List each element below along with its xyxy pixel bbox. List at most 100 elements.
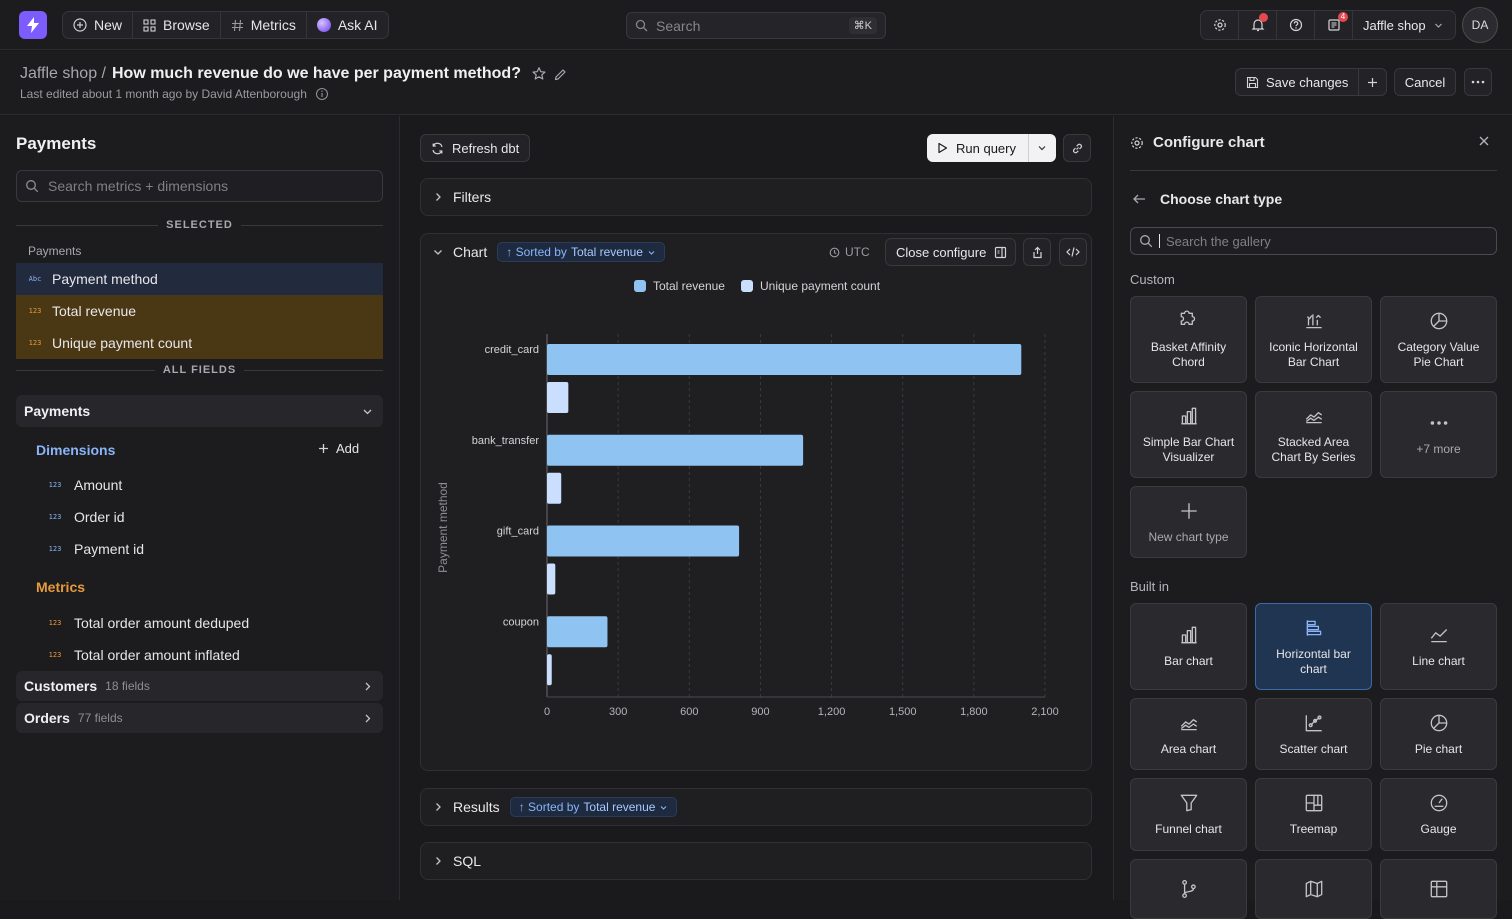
- logo[interactable]: [19, 11, 47, 39]
- filters-label: Filters: [453, 189, 492, 205]
- avatar-initials: DA: [1471, 18, 1489, 32]
- cancel-label: Cancel: [1404, 74, 1446, 90]
- browse-button[interactable]: Browse: [133, 12, 221, 38]
- save-label: Save changes: [1266, 74, 1349, 90]
- chart-type-tile-stacked-area-chart-by-series[interactable]: Stacked Area Chart By Series: [1255, 391, 1372, 478]
- sort-prefix: ↑ Sorted by: [506, 245, 567, 259]
- pie-icon: [1430, 312, 1447, 329]
- chart-type-tile-funnel-chart[interactable]: Funnel chart: [1130, 778, 1247, 851]
- number-type-icon: 123: [28, 339, 42, 347]
- field-amount[interactable]: 123 Amount: [48, 477, 123, 493]
- info-icon[interactable]: [315, 87, 329, 101]
- embed-code-button[interactable]: [1059, 238, 1087, 266]
- legend-item-unique-payment-count[interactable]: Unique payment count: [740, 279, 880, 293]
- chart-title: How much revenue do we have per payment …: [111, 65, 521, 82]
- sql-header[interactable]: SQL: [421, 843, 1091, 879]
- breadcrumb[interactable]: Jaffle shop /: [20, 65, 106, 82]
- chart-type-tile-horizontal-bar-chart[interactable]: Horizontal bar chart: [1255, 603, 1372, 690]
- notifications-button[interactable]: [1239, 11, 1277, 39]
- close-configure-button[interactable]: Close configure: [885, 238, 1017, 266]
- results-header[interactable]: Results ↑ Sorted by Total revenue: [421, 789, 1091, 825]
- chart-type-tile-git-branch[interactable]: [1130, 859, 1247, 919]
- chart-type-tile-gauge[interactable]: Gauge: [1380, 778, 1497, 851]
- sql-card[interactable]: SQL: [420, 842, 1092, 880]
- run-query-button[interactable]: Run query: [927, 134, 1028, 162]
- chart-type-tile-map[interactable]: [1255, 859, 1372, 919]
- refresh-icon: [432, 142, 443, 154]
- close-icon[interactable]: [1477, 134, 1491, 148]
- save-options-button[interactable]: [1359, 69, 1386, 95]
- global-search[interactable]: Search ⌘K: [626, 12, 886, 39]
- chart-type-tile-treemap[interactable]: Treemap: [1255, 778, 1372, 851]
- chart-type-tile-table[interactable]: [1380, 859, 1497, 919]
- chart-type-tile-line-chart[interactable]: Line chart: [1380, 603, 1497, 690]
- chart-type-tile-scatter-chart[interactable]: Scatter chart: [1255, 698, 1372, 770]
- selected-field-unique-payment-count[interactable]: 123 Unique payment count: [16, 327, 383, 359]
- chart-type-tile-pie-chart[interactable]: Pie chart: [1380, 698, 1497, 770]
- chart-type-tile-simple-bar-chart-visualizer[interactable]: Simple Bar Chart Visualizer: [1130, 391, 1247, 478]
- star-icon[interactable]: [531, 66, 547, 82]
- field-label: Total order amount deduped: [74, 615, 250, 631]
- refresh-dbt-button[interactable]: Refresh dbt: [420, 134, 531, 162]
- chart-type-tile-area-chart[interactable]: Area chart: [1130, 698, 1247, 770]
- chevron-down-icon: [363, 409, 372, 414]
- chart-type-tile--7-more[interactable]: +7 more: [1380, 391, 1497, 478]
- bar-chart-icon: [1180, 626, 1197, 644]
- pencil-icon[interactable]: [553, 67, 568, 82]
- chart-type-tile-new-chart-type[interactable]: New chart type: [1130, 486, 1247, 558]
- chevron-right-icon: [365, 682, 371, 690]
- chart-type-tile-category-value-pie-chart[interactable]: Category Value Pie Chart: [1380, 296, 1497, 383]
- custom-section-label: Custom: [1130, 272, 1175, 287]
- more-menu-button[interactable]: [1464, 68, 1492, 96]
- fields-search-input[interactable]: Search metrics + dimensions: [16, 170, 383, 202]
- add-label: Add: [336, 441, 360, 456]
- share-link-button[interactable]: [1063, 134, 1091, 162]
- chart-type-tile-bar-chart[interactable]: Bar chart: [1130, 603, 1247, 690]
- cancel-button[interactable]: Cancel: [1394, 68, 1456, 96]
- table-group-customers[interactable]: Customers 18 fields: [16, 671, 383, 701]
- save-button[interactable]: Save changes: [1236, 69, 1360, 95]
- export-button[interactable]: [1023, 238, 1051, 266]
- avatar[interactable]: DA: [1462, 7, 1498, 43]
- run-options-button[interactable]: [1027, 134, 1056, 162]
- help-button[interactable]: [1277, 11, 1315, 39]
- field-payment-id[interactable]: 123 Payment id: [48, 541, 144, 557]
- chart-type-tile-basket-affinity-chord[interactable]: Basket Affinity Chord: [1130, 296, 1247, 383]
- main-nav: New Browse Metrics Ask AI: [62, 11, 389, 39]
- selected-field-payment-method[interactable]: Abc Payment method: [16, 263, 383, 295]
- org-switcher[interactable]: Jaffle shop: [1353, 11, 1455, 39]
- puzzle-icon: [1180, 309, 1195, 325]
- field-total-order-amount-inflated[interactable]: 123 Total order amount inflated: [48, 647, 240, 663]
- chevron-down-icon[interactable]: [433, 247, 443, 257]
- ask-ai-button[interactable]: Ask AI: [307, 12, 388, 38]
- gallery-search-input[interactable]: Search the gallery: [1130, 227, 1497, 255]
- results-card[interactable]: Results ↑ Sorted by Total revenue: [420, 788, 1092, 826]
- add-dimension-button[interactable]: Add: [318, 441, 359, 456]
- org-name: Jaffle shop: [1363, 17, 1426, 33]
- settings-button[interactable]: [1201, 11, 1239, 39]
- bar-credit_card-unique-payment-count: [547, 382, 569, 413]
- chart-type-tile-iconic-horizontal-bar-chart[interactable]: Iconic Horizontal Bar Chart: [1255, 296, 1372, 383]
- fields-search-placeholder: Search metrics + dimensions: [48, 178, 229, 194]
- filters-card[interactable]: Filters: [420, 178, 1092, 216]
- play-icon: [938, 142, 948, 154]
- arrow-left-icon[interactable]: [1132, 193, 1146, 205]
- chart-type-label: Funnel chart: [1155, 822, 1222, 836]
- selected-field-total-revenue[interactable]: 123 Total revenue: [16, 295, 383, 327]
- legend-item-total-revenue[interactable]: Total revenue: [633, 279, 725, 293]
- metrics-button[interactable]: Metrics: [221, 12, 307, 38]
- dots-icon: [1471, 80, 1485, 84]
- field-total-order-amount-deduped[interactable]: 123 Total order amount deduped: [48, 615, 249, 631]
- field-order-id[interactable]: 123 Order id: [48, 509, 125, 525]
- table-icon: [1430, 880, 1447, 898]
- filters-header[interactable]: Filters: [421, 179, 1091, 215]
- chart-sort-pill[interactable]: ↑ Sorted by Total revenue: [497, 242, 665, 262]
- table-group-orders[interactable]: Orders 77 fields: [16, 703, 383, 733]
- whats-new-button[interactable]: 4: [1315, 11, 1353, 39]
- refresh-label: Refresh dbt: [452, 140, 520, 156]
- timezone-indicator[interactable]: UTC: [829, 245, 870, 259]
- results-sort-pill[interactable]: ↑ Sorted by Total revenue: [509, 797, 678, 817]
- choose-chart-type-label: Choose chart type: [1160, 191, 1283, 207]
- new-button[interactable]: New: [63, 12, 134, 38]
- table-group-payments[interactable]: Payments: [16, 395, 383, 427]
